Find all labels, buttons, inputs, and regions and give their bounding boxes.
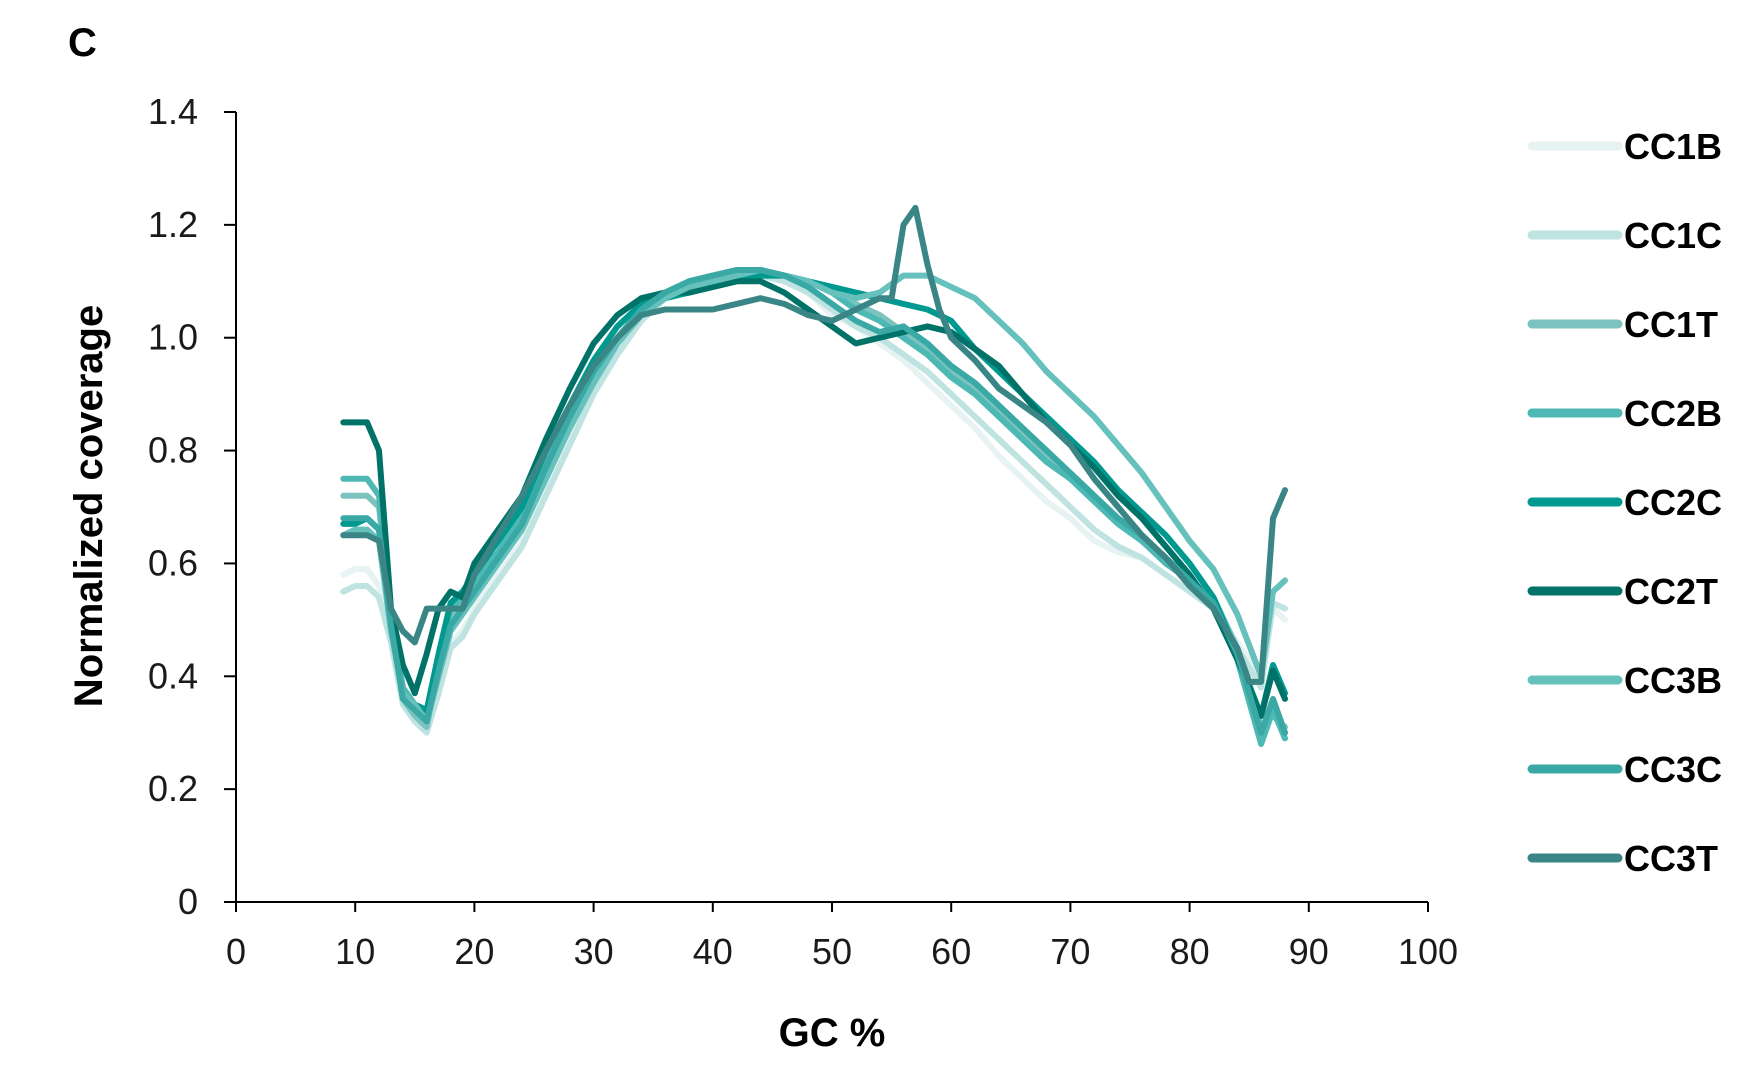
x-axis-title: GC % <box>779 1011 886 1055</box>
series-line-cc1t <box>340 267 1288 731</box>
x-tick-label: 40 <box>693 931 733 972</box>
y-axis-title: Normalized coverage <box>67 305 111 707</box>
x-tick-label: 30 <box>574 931 614 972</box>
x-tick-label: 10 <box>335 931 375 972</box>
axes: 0 0.2 0.4 0.6 0.8 1.0 1.2 1.4 0 10 20 30 40 50 60 70 80 9… <box>148 91 1458 972</box>
legend-label-cc2c: CC2C <box>1624 482 1722 523</box>
y-tick-label: 1.2 <box>148 204 198 245</box>
series-line-cc3c <box>340 267 1288 736</box>
y-tick-label: 0 <box>178 881 198 922</box>
legend-label-cc1b: CC1B <box>1624 126 1722 167</box>
y-tick-label: 1.4 <box>148 91 198 132</box>
legend-label-cc1t: CC1T <box>1624 304 1718 345</box>
x-tick-label: 100 <box>1398 931 1458 972</box>
legend-label-cc3b: CC3B <box>1624 660 1722 701</box>
x-tick-label: 70 <box>1050 931 1090 972</box>
series-line-cc1b <box>340 267 1288 731</box>
series-line-cc2t <box>340 278 1288 719</box>
x-tick-label: 80 <box>1170 931 1210 972</box>
legend-label-cc1c: CC1C <box>1624 215 1722 256</box>
panel-label: C <box>68 21 97 65</box>
x-tick-label: 20 <box>454 931 494 972</box>
x-tick-label: 60 <box>931 931 971 972</box>
x-tick-label: 50 <box>812 931 852 972</box>
series-line-cc2c <box>340 272 1288 719</box>
y-tick-label: 0.2 <box>148 768 198 809</box>
y-tick-label: 0.4 <box>148 655 198 696</box>
y-tick-label: 0.6 <box>148 542 198 583</box>
legend-label-cc3t: CC3T <box>1624 838 1718 879</box>
series-lines <box>340 204 1288 747</box>
series-line-cc3b <box>340 267 1288 725</box>
legend: CC1B CC1C CC1T CC2B CC2C CC2T CC3B CC3C CC3T <box>1527 126 1722 879</box>
y-tick-label: 0.8 <box>148 430 198 471</box>
series-line-cc1c <box>340 272 1288 736</box>
series-line-cc3t <box>340 204 1288 685</box>
x-tick-label: 0 <box>226 931 246 972</box>
series-line-cc2b <box>340 267 1288 747</box>
x-tick-label: 90 <box>1289 931 1329 972</box>
y-tick-label: 1.0 <box>148 317 198 358</box>
legend-label-cc2t: CC2T <box>1624 571 1718 612</box>
legend-label-cc2b: CC2B <box>1624 393 1722 434</box>
legend-label-cc3c: CC3C <box>1624 749 1722 790</box>
